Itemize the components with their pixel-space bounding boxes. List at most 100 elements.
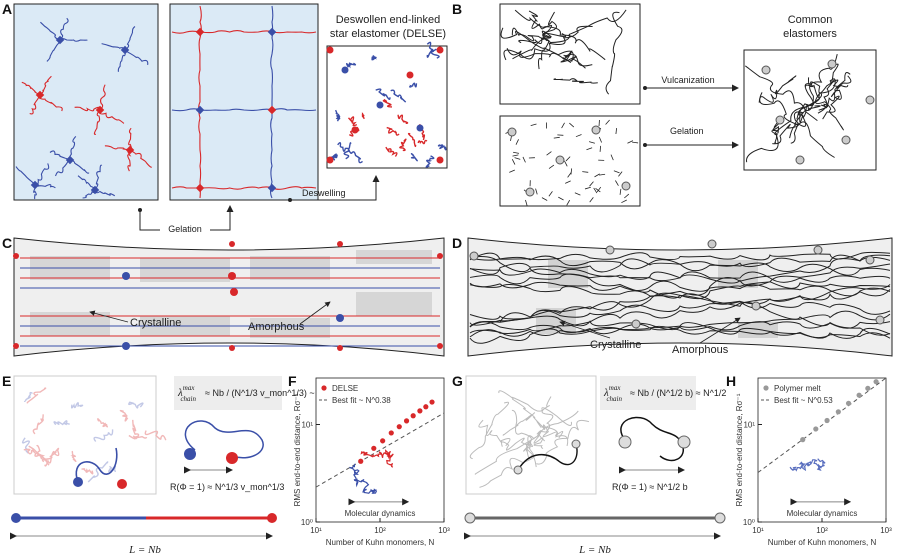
formula-g-rhs: ≈ Nb / (N^1/2 b) ≈ N^1/2 [630, 388, 726, 398]
crosslink [416, 124, 424, 132]
chain-end [571, 439, 581, 449]
x-tick-label: 10³ [880, 526, 892, 535]
crosslink [337, 345, 343, 351]
data-point [371, 445, 377, 451]
md-trajectory [360, 449, 394, 468]
formula-box-e [174, 376, 282, 410]
star-core [90, 185, 100, 195]
data-point [800, 437, 806, 443]
legend-fit: Best fit ~ N^0.38 [332, 396, 391, 405]
y-axis-label: RMS end-to-end distance, Rσ⁻¹ [293, 393, 302, 506]
md-trajectory [789, 458, 826, 472]
crosslink [122, 272, 130, 280]
deswollen-network [326, 41, 447, 168]
crosslink [13, 253, 19, 259]
star-core [55, 35, 65, 45]
gelation-label: Gelation [168, 224, 202, 234]
crosslink [707, 239, 717, 249]
gel-network-box [169, 3, 319, 201]
data-point [388, 430, 394, 436]
crosslink [341, 66, 349, 74]
crosslink [795, 155, 805, 165]
y-tick-label: 10⁰ [301, 518, 313, 527]
panel-c: Crystalline Amorphous [13, 237, 445, 357]
legend-marker [321, 385, 327, 391]
delse-chain-box [13, 375, 157, 495]
data-point [845, 400, 852, 406]
crosslinker [555, 155, 565, 165]
crosslink [351, 126, 359, 134]
crosslink [376, 101, 384, 109]
crosslink [761, 65, 771, 75]
crosslink [436, 46, 444, 54]
y-axis-label: RMS end-to-end distance, Rσ⁻¹ [735, 393, 744, 506]
panel-e: λmax chain ≈ Nb / (N^1/3 v_mon^1/3) ~ N^2… [10, 375, 340, 556]
crosslinker [591, 125, 601, 135]
fit-line [757, 377, 887, 473]
y-tick-label: 10¹ [301, 421, 313, 430]
end-linked-network [171, 5, 317, 199]
data-point [856, 392, 862, 398]
star-polymer-box [13, 3, 159, 201]
deswelling-arrow [290, 175, 380, 201]
data-point [417, 408, 423, 414]
star-core [35, 90, 45, 100]
crosslink [195, 183, 205, 193]
x-axis-label: Number of Kuhn monomers, N [326, 538, 435, 547]
panel-a: Deswollen end-linked star elastomer (DEL… [13, 3, 448, 236]
x-tick-label: 10¹ [752, 526, 764, 535]
data-point [835, 409, 841, 415]
crystalline-domain [356, 292, 432, 316]
data-point [403, 418, 410, 424]
panel-g: λmax chain ≈ Nb / (N^1/2 b) ≈ N^1/2 R(Φ =… [464, 375, 726, 556]
y-tick-label: 10¹ [743, 421, 755, 430]
crosslink [195, 105, 205, 115]
y-tick-label: 10⁰ [743, 518, 755, 527]
crystalline-domain [250, 318, 330, 338]
panel-label-c: C [2, 235, 12, 251]
crosslink [229, 345, 235, 351]
crosslink [775, 115, 785, 125]
delse-title-line1: Deswollen end-linked [336, 14, 441, 26]
md-annotation: Molecular dynamics [787, 509, 858, 518]
x-tick-label: 10² [374, 526, 386, 535]
crosslink [436, 156, 444, 164]
star-polymers [15, 17, 153, 200]
chain-end [73, 477, 83, 487]
chain-end [513, 465, 523, 475]
crosslink [605, 245, 615, 255]
crosslink [631, 319, 641, 329]
common-title-line1: Common [788, 14, 833, 26]
crystalline-domain [356, 250, 432, 264]
crosslink [813, 245, 823, 255]
x-axis-label: Number of Kuhn monomers, N [768, 538, 877, 547]
crosslink [229, 241, 235, 247]
crosslink [337, 241, 343, 247]
formula-e-rhs: ≈ Nb / (N^1/3 v_mon^1/3) ~ N^2/3 [205, 388, 340, 398]
x-tick-label: 10¹ [310, 526, 322, 535]
crystalline-label-c: Crystalline [130, 317, 181, 329]
legend-series: Polymer melt [774, 384, 821, 393]
crosslink [865, 95, 875, 105]
crosslink [228, 272, 236, 280]
panel-label-a: A [2, 1, 12, 17]
length-label-e: L = Nb [128, 544, 161, 556]
crosslink [326, 156, 334, 164]
length-label-g: L = Nb [578, 544, 611, 556]
data-point [824, 417, 830, 424]
fit-line [315, 412, 445, 488]
crosslink [230, 288, 238, 296]
legend-marker [763, 385, 769, 391]
star-core [120, 45, 130, 55]
gelation-label-b: Gelation [670, 126, 704, 136]
star-core [65, 155, 75, 165]
panel-b: Common elastomers Vulcanization Gelation [499, 3, 877, 207]
legend-series: DELSE [332, 384, 358, 393]
panel-label-h: H [726, 373, 736, 389]
crosslinker [525, 187, 535, 197]
crosslink [267, 183, 277, 193]
panel-label-e: E [2, 373, 11, 389]
star-core [125, 145, 135, 155]
